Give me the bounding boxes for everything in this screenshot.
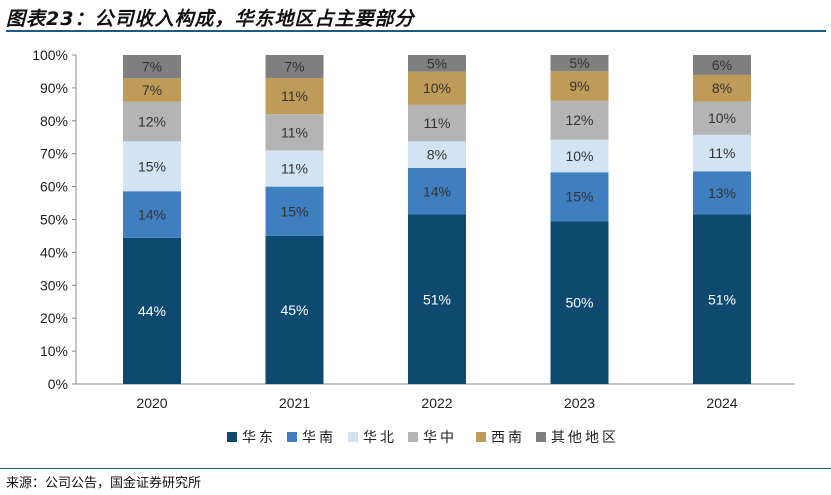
data-label: 5% (569, 55, 589, 71)
data-label: 15% (138, 158, 166, 174)
bar-segment-2024-其他地区 (693, 55, 751, 75)
bar-segment-2020-华中 (123, 101, 181, 142)
data-label: 8% (427, 147, 447, 163)
bar-segment-2021-西南 (265, 78, 324, 115)
data-label: 14% (138, 207, 166, 223)
data-label: 11% (281, 161, 308, 177)
bar-segment-2024-华中 (693, 101, 751, 135)
bar-segment-2022-华东 (408, 214, 466, 384)
y-tick-label: 60% (40, 179, 68, 195)
bar-segment-2023-华中 (550, 100, 609, 140)
bar-segment-2024-华东 (693, 214, 751, 384)
legend-swatch-华中 (408, 432, 418, 442)
bar-segment-2021-华北 (265, 150, 324, 187)
y-tick-label: 20% (40, 310, 68, 326)
legend-label: 西南 (491, 429, 525, 445)
legend-label: 华东 (242, 429, 276, 445)
data-label: 45% (280, 302, 308, 318)
data-label: 15% (565, 189, 593, 205)
legend-swatch-西南 (476, 432, 486, 442)
source-note: 来源：公司公告，国金证券研究所 (6, 476, 202, 491)
data-label: 14% (423, 183, 451, 199)
data-label: 11% (424, 115, 451, 131)
y-tick-label: 90% (40, 80, 68, 96)
y-tick-label: 40% (40, 244, 68, 260)
data-label: 10% (565, 148, 593, 164)
data-label: 12% (565, 112, 593, 128)
bar-segment-2023-华南 (550, 172, 609, 222)
bar-segment-2023-华东 (550, 221, 609, 384)
y-tick-label: 70% (40, 146, 68, 162)
y-tick-label: 100% (32, 47, 68, 63)
title-divider (6, 30, 826, 32)
data-label: 9% (569, 78, 589, 94)
data-label: 8% (712, 80, 732, 96)
x-tick-label: 2024 (706, 395, 737, 411)
y-tick-label: 30% (40, 277, 68, 293)
bar-segment-2022-其他地区 (408, 55, 466, 72)
bar-segment-2022-华中 (408, 104, 466, 142)
y-tick-label: 50% (40, 212, 68, 228)
footer-divider (0, 468, 831, 469)
data-label: 7% (142, 82, 162, 98)
bar-segment-2021-其他地区 (265, 55, 324, 79)
data-label: 12% (138, 113, 166, 129)
bar-segment-2024-西南 (693, 74, 751, 102)
bar-segment-2020-华东 (123, 237, 181, 384)
data-label: 50% (565, 295, 593, 311)
data-label: 15% (280, 203, 308, 219)
y-tick-label: 0% (48, 376, 68, 392)
data-label: 11% (281, 124, 308, 140)
data-label: 51% (708, 291, 736, 307)
bar-segment-2020-其他地区 (123, 55, 181, 79)
x-tick-label: 2023 (564, 395, 595, 411)
bar-segment-2022-华南 (408, 167, 466, 215)
legend-label: 华北 (363, 429, 397, 445)
bar-segment-2024-华南 (693, 171, 751, 215)
y-tick-label: 10% (40, 343, 68, 359)
legend-label: 其他地区 (551, 429, 619, 445)
bar-segment-2022-华北 (408, 141, 466, 168)
bar-segment-2020-华北 (123, 141, 181, 192)
x-tick-label: 2021 (279, 395, 310, 411)
bar-segment-2021-华南 (265, 186, 324, 236)
bar-segment-2020-西南 (123, 78, 181, 102)
x-tick-label: 2020 (136, 395, 167, 411)
bar-segment-2020-华南 (123, 191, 181, 238)
bar-segment-2022-西南 (408, 71, 466, 105)
data-label: 7% (284, 59, 304, 75)
chart-title: 图表23：公司收入构成，华东地区占主要部分 (6, 8, 415, 30)
data-label: 13% (708, 185, 736, 201)
y-tick-label: 80% (40, 113, 68, 129)
data-label: 11% (281, 88, 308, 104)
data-label: 51% (423, 291, 451, 307)
bar-segment-2023-西南 (550, 71, 609, 101)
bar-segment-2023-其他地区 (550, 55, 609, 72)
legend-label: 华南 (302, 429, 336, 445)
legend-label: 华中 (423, 429, 457, 445)
data-label: 6% (712, 57, 732, 73)
bar-segment-2024-华北 (693, 134, 751, 172)
data-label: 10% (708, 110, 736, 126)
bar-segment-2021-华东 (265, 235, 324, 384)
bar-segment-2021-华中 (265, 114, 324, 151)
data-label: 11% (709, 145, 736, 161)
bar-segment-2023-华北 (550, 139, 609, 173)
legend-swatch-华北 (348, 432, 358, 442)
legend-swatch-其他地区 (536, 432, 546, 442)
data-label: 5% (427, 55, 447, 71)
data-label: 10% (423, 80, 451, 96)
data-label: 44% (138, 303, 166, 319)
x-tick-label: 2022 (421, 395, 452, 411)
legend-swatch-华东 (227, 432, 237, 442)
data-label: 7% (142, 59, 162, 75)
legend-swatch-华南 (287, 432, 297, 442)
